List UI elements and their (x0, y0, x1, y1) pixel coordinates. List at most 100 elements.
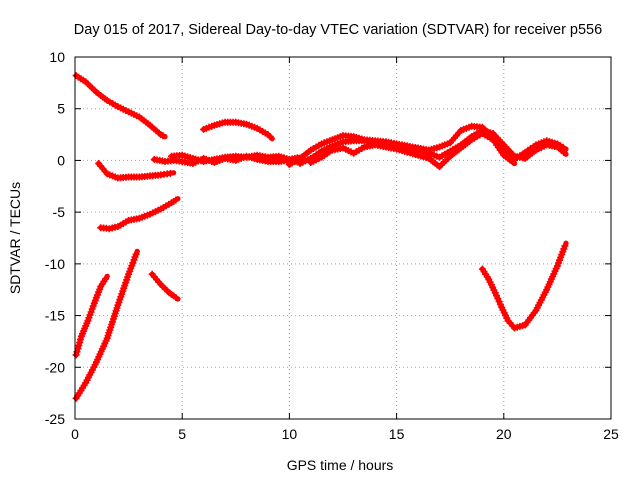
x-tick-label: 15 (389, 426, 405, 442)
y-tick-label: -25 (45, 411, 65, 427)
data-point (361, 144, 367, 150)
data-point (276, 153, 282, 159)
data-point (93, 359, 99, 365)
data-point (511, 325, 518, 331)
data-point (533, 307, 539, 313)
data-point (126, 109, 132, 115)
series-arc-2 (95, 160, 177, 182)
y-tick-label: 0 (57, 152, 65, 168)
data-point (544, 287, 550, 293)
data-point (340, 133, 346, 139)
data-point (426, 155, 432, 161)
data-point (254, 125, 260, 131)
series-line (479, 240, 569, 331)
data-point (265, 154, 271, 160)
series-arc-3 (97, 196, 181, 233)
data-point (505, 318, 511, 324)
data-point (147, 122, 153, 128)
data-point (286, 156, 292, 162)
data-point (469, 123, 475, 129)
data-point (115, 302, 121, 308)
data-point (436, 164, 443, 170)
series-arc-1 (72, 72, 168, 140)
y-tick-label: -10 (45, 256, 65, 272)
data-point (490, 130, 496, 137)
data-point (104, 273, 110, 279)
data-point (104, 97, 110, 103)
data-point (544, 138, 550, 144)
data-point (243, 154, 250, 160)
data-point (201, 158, 207, 165)
data-point (211, 122, 217, 128)
data-point (511, 160, 518, 167)
y-axis-label: SDTVAR / TECUs (7, 182, 23, 294)
data-point (149, 271, 155, 277)
data-point (175, 196, 181, 202)
data-point (351, 138, 357, 144)
data-point (243, 121, 250, 127)
data-point (136, 215, 142, 221)
axis-ticks: 0 5 10 15 20 25 10 5 0 -5 -10 -15 -20 -25 (45, 49, 619, 442)
data-point (222, 119, 228, 125)
data-point (201, 126, 207, 132)
data-point (73, 73, 79, 79)
data-point (104, 171, 110, 177)
series-arc-6 (148, 270, 181, 302)
data-point (319, 154, 325, 160)
data-point (126, 217, 132, 223)
y-tick-label: -20 (45, 359, 65, 375)
x-tick-label: 10 (282, 426, 298, 442)
data-point (297, 155, 303, 161)
data-point (233, 157, 239, 163)
data-point (168, 153, 175, 159)
data-point (563, 240, 569, 246)
data-point-markers (478, 242, 569, 332)
data-point (166, 290, 172, 296)
data-point (96, 160, 102, 167)
data-point (458, 145, 464, 151)
data-point (276, 158, 282, 165)
data-point (533, 142, 539, 148)
data-point (372, 142, 378, 148)
series-arc-12 (307, 130, 518, 171)
data-point (447, 153, 453, 159)
x-tick-label: 0 (71, 426, 79, 442)
data-point (490, 137, 496, 143)
data-point (158, 281, 164, 288)
data-point (499, 304, 505, 310)
data-point (115, 175, 121, 181)
data-point (134, 248, 140, 254)
data-point (179, 158, 185, 165)
data-point (308, 159, 314, 166)
data-point (563, 151, 569, 157)
data-point (147, 211, 153, 217)
data-point (415, 147, 421, 153)
data-point (269, 136, 275, 142)
data-point (265, 158, 271, 165)
data-point (168, 200, 175, 206)
data-point (501, 152, 507, 158)
data-point (329, 147, 335, 153)
data-point (426, 150, 432, 156)
data-point (351, 150, 357, 156)
x-tick-label: 5 (178, 426, 186, 442)
data-point (383, 144, 389, 150)
data-point (458, 127, 464, 133)
data-point (329, 137, 335, 143)
y-tick-label: -15 (45, 308, 65, 324)
data-point (85, 318, 91, 324)
data-marks (72, 72, 569, 402)
data-point (533, 147, 539, 153)
grid-lines (75, 57, 611, 419)
data-point (175, 296, 181, 302)
data-point (479, 130, 485, 137)
data-point (158, 132, 164, 138)
data-point (554, 263, 561, 269)
data-point (254, 156, 260, 162)
data-point (136, 114, 142, 120)
series-arc-5 (72, 248, 140, 402)
data-point (83, 380, 89, 386)
data-point (151, 156, 157, 162)
data-point (340, 145, 346, 151)
